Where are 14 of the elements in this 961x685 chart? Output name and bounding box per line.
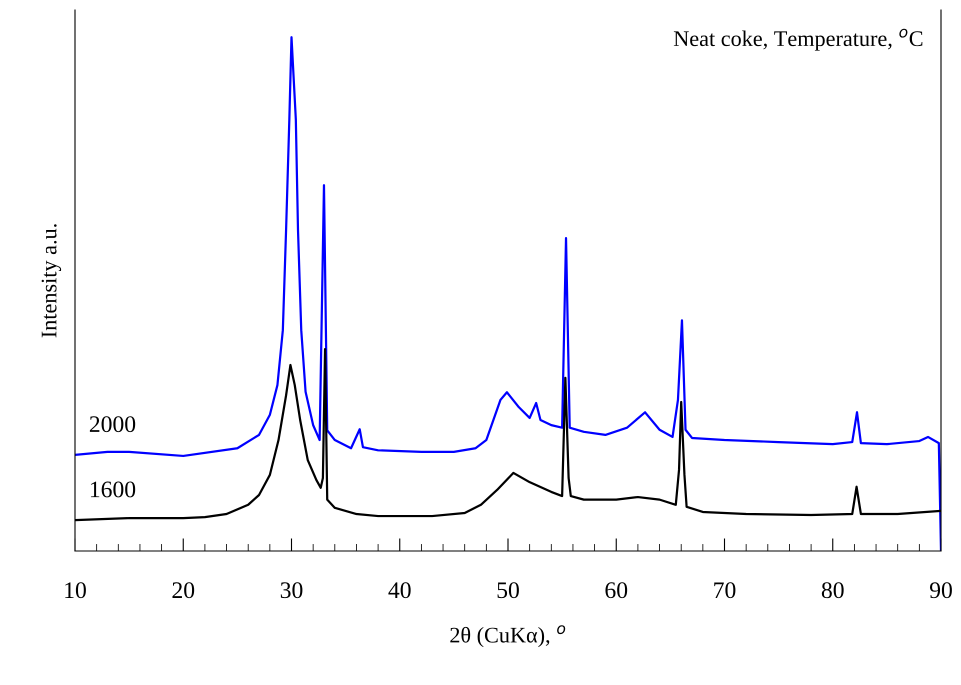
x-tick-label: 30 [280, 582, 302, 598]
x-axis-title: 2θ (CuKα), $^{o}$ [450, 625, 566, 648]
x-tick-label: 50 [498, 582, 519, 598]
series-label: 2000 [90, 416, 136, 432]
x-tick-label: 20 [172, 582, 194, 598]
y-axis-title: Intensity a.u. [42, 224, 62, 338]
x-tick-label: 80 [822, 582, 844, 598]
x-tick-label: 90 [930, 582, 952, 598]
x-tick-label: 10 [65, 582, 86, 598]
series-label: 1600 [90, 481, 136, 498]
x-tick-label: 60 [605, 582, 628, 598]
x-tick-label: 70 [714, 582, 736, 598]
x-tick-label: 40 [388, 582, 411, 598]
chart-title: Neat coke, Temperature, $^{o}$C [674, 28, 922, 51]
